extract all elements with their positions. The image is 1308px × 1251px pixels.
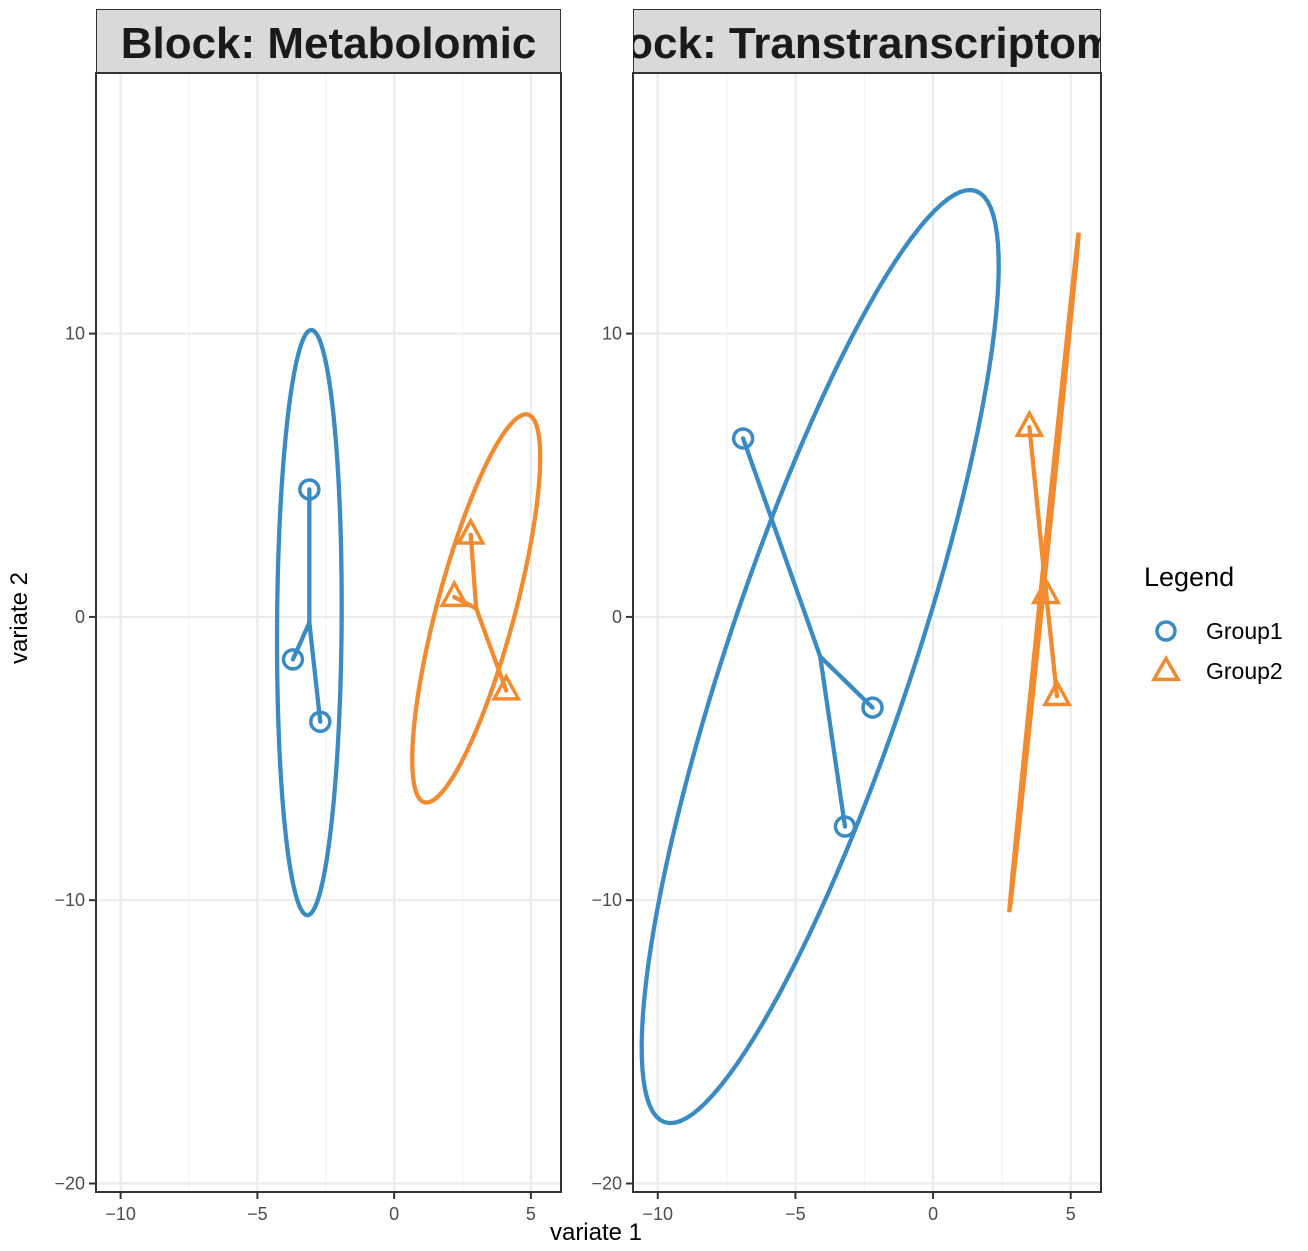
legend-title: Legend <box>1144 562 1234 592</box>
y-axis-title: variate 2 <box>6 572 33 664</box>
y-tick-label: −10 <box>591 890 622 910</box>
facet-title: Block: Metabolomic <box>121 19 537 68</box>
x-tick-label: −5 <box>785 1204 806 1224</box>
facet-panel-1: Block: Metabolomic −10 −5 0 5 −20 −10 0 10 <box>54 9 562 1224</box>
facet-title: Block: Transtranscriptomic <box>582 19 1152 68</box>
legend-label-group1: Group1 <box>1206 618 1283 644</box>
facet-strip: Block: Transtranscriptomic <box>582 9 1152 74</box>
x-tick-label: −10 <box>643 1204 674 1224</box>
y-tick-label: 10 <box>602 324 622 344</box>
legend-key-circle <box>1155 620 1177 642</box>
x-tick-label: 0 <box>389 1204 399 1224</box>
facet-strip: Block: Metabolomic <box>96 9 561 74</box>
centroid-link-group1 <box>290 620 312 662</box>
x-tick-label: −10 <box>105 1204 136 1224</box>
centroid-link-group1 <box>818 654 875 710</box>
facet-panel-2: Block: Transtranscriptomic −10 −5 0 5 −20 −10 0… <box>582 9 1152 1224</box>
data-point-group1 <box>298 478 321 501</box>
strip-background <box>633 9 1101 74</box>
data-point-group2 <box>439 579 470 608</box>
data-point-group2 <box>1030 576 1061 605</box>
panel-background <box>633 73 1101 1192</box>
y-tick-label: −10 <box>54 890 85 910</box>
confidence-ellipse-group1 <box>639 187 1001 1126</box>
x-axis-title: variate 1 <box>550 1219 642 1246</box>
legend-label-group2: Group2 <box>1206 658 1283 684</box>
data-point-group1 <box>281 648 305 671</box>
panel-data <box>639 187 1081 1126</box>
centroid-link-group2 <box>1027 424 1047 575</box>
y-tick-label: 10 <box>65 324 85 344</box>
data-point-group1 <box>833 815 857 838</box>
data-point-group1 <box>861 696 884 719</box>
y-tick-label: −20 <box>591 1174 622 1194</box>
x-tick-label: 5 <box>526 1204 536 1224</box>
legend: Legend Group1 Group2 <box>1144 562 1283 684</box>
y-tick-label: 0 <box>75 607 85 627</box>
y-tick-label: 0 <box>612 607 622 627</box>
data-point-group2 <box>491 672 522 701</box>
centroid-link-group2 <box>1041 570 1060 699</box>
x-tick-label: −5 <box>247 1204 268 1224</box>
data-point-group2 <box>1041 678 1072 707</box>
data-point-group2 <box>1014 409 1045 438</box>
y-tick-label: −20 <box>54 1174 85 1194</box>
panel-background <box>96 73 561 1192</box>
centroid-link-group2 <box>474 606 509 693</box>
panel-data <box>274 327 543 918</box>
centroid-link-group1 <box>818 654 848 829</box>
x-tick-label: 0 <box>928 1204 938 1224</box>
confidence-ellipse-group2 <box>410 412 543 805</box>
x-tick-label: 5 <box>1066 1204 1076 1224</box>
legend-key-triangle <box>1150 655 1182 682</box>
confidence-ellipse-group1 <box>274 327 344 918</box>
centroid-link-group2 <box>468 532 479 611</box>
strip-background <box>96 9 561 74</box>
data-point-group1 <box>309 710 332 733</box>
data-point-group1 <box>731 427 755 450</box>
data-point-group2 <box>455 517 486 545</box>
centroid-link-group1 <box>740 436 823 659</box>
centroid-link-group1 <box>307 620 323 724</box>
